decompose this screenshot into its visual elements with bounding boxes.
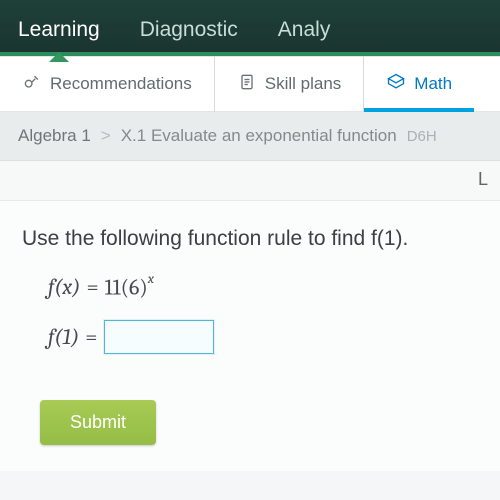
base: (6) <box>121 274 148 300</box>
function-rule: f(x) = 11(6)x <box>48 273 478 300</box>
breadcrumb: Algebra 1 > X.1 Evaluate an exponential … <box>0 112 500 161</box>
math-icon <box>386 72 406 97</box>
subnav-tab-math[interactable]: Math <box>364 56 474 112</box>
function-lhs: f(x) <box>48 274 80 300</box>
evaluate-line: f(1) = <box>48 320 478 354</box>
topnav-tab-analytics[interactable]: Analy <box>278 18 331 52</box>
submit-button[interactable]: Submit <box>40 400 156 445</box>
sub-nav: Recommendations Skill plans Math <box>0 56 500 112</box>
breadcrumb-course[interactable]: Algebra 1 <box>18 126 91 146</box>
exponent: x <box>148 270 154 287</box>
breadcrumb-skill: X.1 Evaluate an exponential function <box>121 126 397 146</box>
evaluate-lhs: f(1) <box>48 324 79 350</box>
subnav-tab-skill-plans[interactable]: Skill plans <box>215 56 365 112</box>
status-partial: L <box>478 169 488 189</box>
topnav-tab-diagnostic[interactable]: Diagnostic <box>140 18 238 52</box>
answer-input[interactable] <box>104 320 214 354</box>
subnav-label: Recommendations <box>50 74 192 94</box>
breadcrumb-skill-code: D6H <box>407 128 437 145</box>
subnav-label: Skill plans <box>265 74 342 94</box>
chevron-right-icon: > <box>101 126 111 146</box>
recommendations-icon <box>22 72 42 97</box>
topnav-tab-learning[interactable]: Learning <box>18 18 100 52</box>
question-prompt: Use the following function rule to find … <box>22 227 478 251</box>
top-nav: Learning Diagnostic Analy <box>0 0 500 56</box>
status-row: L <box>0 161 500 201</box>
subnav-tab-recommendations[interactable]: Recommendations <box>0 56 215 112</box>
subnav-label: Math <box>414 74 452 94</box>
coefficient: 11 <box>105 274 121 300</box>
equals-sign: = <box>86 274 98 300</box>
question-panel: Use the following function rule to find … <box>0 201 500 471</box>
equals-sign: = <box>85 324 97 350</box>
skill-plans-icon <box>237 72 257 97</box>
